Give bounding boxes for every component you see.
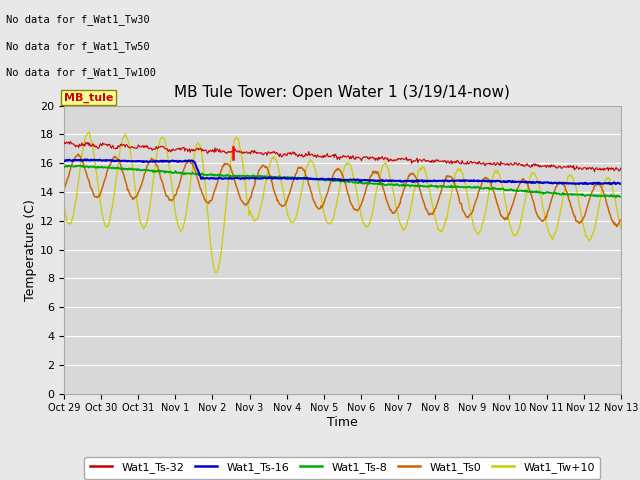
Text: No data for f_Wat1_Tw50: No data for f_Wat1_Tw50 [6,41,150,52]
Text: No data for f_Wat1_Tw100: No data for f_Wat1_Tw100 [6,67,156,78]
Title: MB Tule Tower: Open Water 1 (3/19/14-now): MB Tule Tower: Open Water 1 (3/19/14-now… [175,85,510,100]
Y-axis label: Temperature (C): Temperature (C) [24,199,37,300]
X-axis label: Time: Time [327,416,358,429]
Text: MB_tule: MB_tule [64,93,113,103]
Text: No data for f_Wat1_Tw30: No data for f_Wat1_Tw30 [6,14,150,25]
Legend: Wat1_Ts-32, Wat1_Ts-16, Wat1_Ts-8, Wat1_Ts0, Wat1_Tw+10: Wat1_Ts-32, Wat1_Ts-16, Wat1_Ts-8, Wat1_… [84,457,600,479]
